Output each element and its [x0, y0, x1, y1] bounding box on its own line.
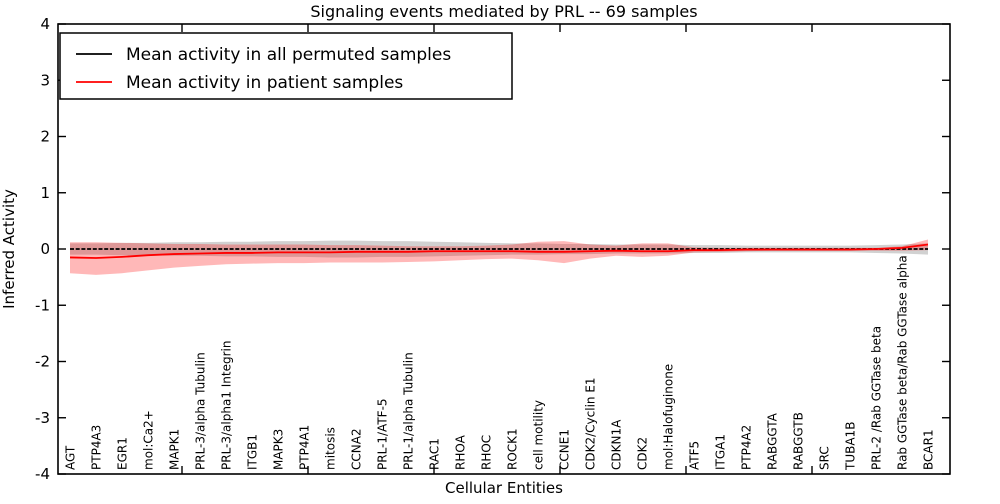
legend-box: [59, 32, 513, 100]
x-tick-label: CDKN1A: [610, 419, 624, 470]
x-tick-label: CCNA2: [350, 428, 364, 470]
x-tick-label: MAPK1: [168, 429, 182, 470]
y-tick-label: 2: [40, 128, 50, 146]
x-tick-label: PRL-2 /Rab GGTase beta: [870, 326, 884, 470]
y-tick-label: 3: [40, 71, 50, 89]
x-tick-label: RABGGTA: [766, 412, 780, 470]
x-tick-label: Rab GGTase beta/Rab GGTase alpha: [896, 255, 910, 470]
y-tick-label: 4: [40, 15, 50, 33]
y-tick-label: -1: [35, 296, 50, 314]
x-tick-label: AGT: [64, 445, 78, 470]
x-tick-label: mitosis: [324, 427, 338, 470]
x-tick-label: ITGB1: [246, 434, 260, 470]
x-tick-label: cell motility: [532, 400, 546, 470]
legend: Mean activity in all permuted samples Me…: [59, 32, 513, 100]
x-tick-label: RAC1: [428, 438, 442, 470]
y-axis-label: Inferred Activity: [0, 189, 18, 309]
patient-mean-line: [69, 243, 929, 259]
x-tick-label: PRL-1/alpha Tubulin: [402, 352, 416, 470]
x-tick-label: mol:Halofuginone: [662, 364, 676, 470]
x-tick-label: PTP4A2: [740, 425, 754, 470]
legend-label-permuted: Mean activity in all permuted samples: [126, 45, 451, 65]
x-tick-label: SRC: [818, 446, 832, 470]
legend-label-patient: Mean activity in patient samples: [126, 73, 403, 93]
x-tick-label: ATF5: [688, 441, 702, 470]
x-tick-label: ROCK1: [506, 428, 520, 470]
x-tick-label: MAPK3: [272, 429, 286, 470]
x-tick-label: PTP4A3: [90, 425, 104, 470]
axes-frame: [57, 23, 951, 475]
x-tick-label: PRL-3/alpha1 Integrin: [220, 341, 234, 471]
x-tick-label: PRL-3/alpha Tubulin: [194, 352, 208, 470]
y-tick-label: -3: [35, 409, 50, 427]
x-tick-label: CCNE1: [558, 429, 572, 470]
x-axis-label: Cellular Entities: [445, 479, 563, 497]
x-tick-label: RHOC: [480, 435, 494, 470]
y-tick-label: -4: [35, 465, 50, 483]
x-tick-label: ITGA1: [714, 434, 728, 470]
x-tick-label: TUBA1B: [844, 422, 858, 471]
x-tick-label: BCAR1: [922, 429, 936, 470]
y-tick-label: 0: [40, 240, 50, 258]
y-tick-label: -2: [35, 353, 50, 371]
plot-area: -4 -3 -2 -1 0 1 2 3 4 AGT PTP4A3 EGR1 mol:Ca2+ MAPK1 P…: [35, 15, 950, 483]
x-tick-label: RABGGTB: [792, 412, 806, 470]
x-tick-label: RHOA: [454, 434, 468, 470]
x-tick-label: EGR1: [116, 437, 130, 470]
x-tick-label: PTP4A1: [298, 425, 312, 470]
x-tick-label: CDK2/Cyclin E1: [584, 377, 598, 470]
x-tick-label: mol:Ca2+: [142, 410, 156, 470]
chart-title: Signaling events mediated by PRL -- 69 s…: [310, 2, 697, 21]
y-tick-label: 1: [40, 184, 50, 202]
x-tick-label: PRL-1/ATF-5: [376, 398, 390, 470]
x-tick-label: CDK2: [636, 437, 650, 470]
